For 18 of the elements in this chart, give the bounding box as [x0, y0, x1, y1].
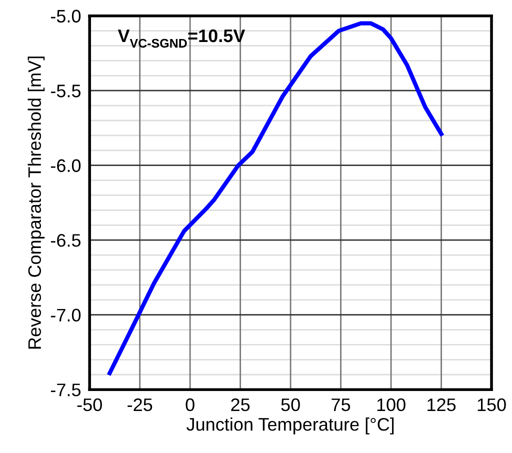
- x-tick-label: 50: [281, 398, 300, 412]
- x-tick-label: -25: [128, 398, 152, 412]
- x-axis-title: Junction Temperature [°C]: [186, 418, 394, 434]
- y-tick-label: -5.5: [50, 84, 81, 98]
- x-tick-label: 0: [186, 398, 194, 412]
- x-tick-label: 25: [231, 398, 250, 412]
- x-tick-label: -50: [77, 398, 102, 412]
- x-tick-label: 125: [428, 398, 456, 412]
- x-tick-label: 75: [332, 398, 350, 412]
- line-series: [108, 21, 444, 376]
- y-tick-label: -7.0: [50, 308, 81, 322]
- y-axis-title: Reverse Comparator Threshold [mV]: [28, 56, 45, 349]
- y-tick-label: -6.0: [50, 159, 81, 172]
- x-tick-label: 100: [377, 398, 406, 412]
- y-tick-label: -5.0: [50, 10, 81, 23]
- x-tick-label: 150: [478, 398, 506, 412]
- y-tick-label: -6.5: [50, 234, 81, 247]
- y-tick-label: -7.5: [50, 384, 81, 396]
